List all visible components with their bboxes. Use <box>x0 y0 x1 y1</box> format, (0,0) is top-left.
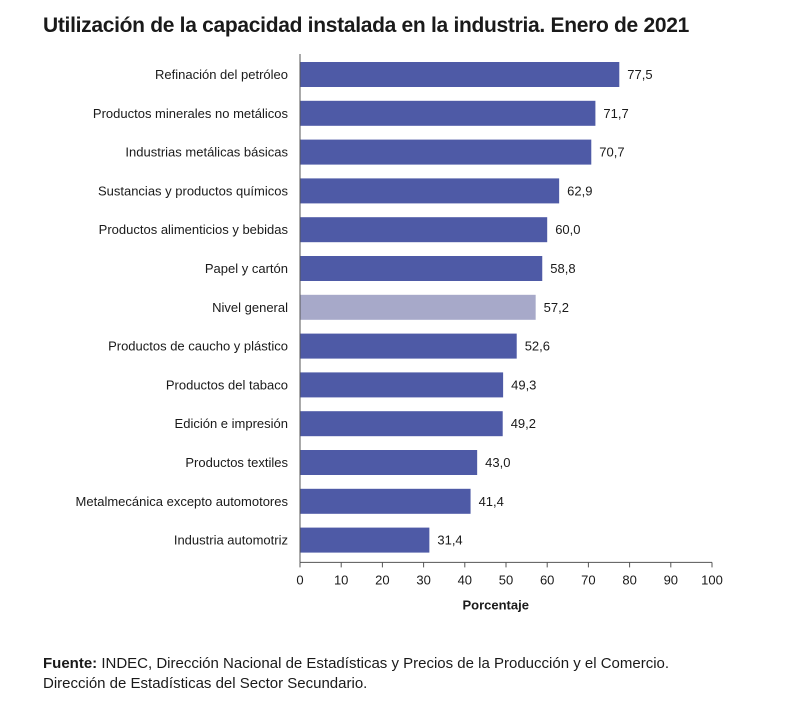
value-label: 52,6 <box>525 339 550 354</box>
x-tick-label: 30 <box>416 572 430 587</box>
category-label: Productos textiles <box>185 455 288 470</box>
source-text: INDEC, Dirección Nacional de Estadística… <box>97 655 670 672</box>
category-label: Industrias metálicas básicas <box>125 145 288 160</box>
bar-7 <box>300 333 517 359</box>
value-label: 58,8 <box>550 261 575 276</box>
bar-1 <box>300 100 596 126</box>
bar-11 <box>300 488 471 514</box>
category-label: Productos minerales no metálicos <box>93 106 289 121</box>
bar-9 <box>300 411 503 437</box>
value-label: 70,7 <box>599 145 624 160</box>
bar-6 <box>300 294 536 320</box>
category-label: Productos de caucho y plástico <box>108 339 288 354</box>
x-tick-label: 100 <box>701 572 723 587</box>
category-label: Nivel general <box>212 300 288 315</box>
value-label: 57,2 <box>544 300 569 315</box>
value-label: 71,7 <box>603 106 628 121</box>
bar-8 <box>300 372 504 398</box>
source-label: Fuente: <box>43 655 98 672</box>
bar-3 <box>300 178 560 204</box>
source-note: Fuente: INDEC, Dirección Nacional de Est… <box>43 654 669 694</box>
category-label: Industria automotriz <box>174 533 288 548</box>
bar-4 <box>300 217 548 243</box>
x-tick-label: 40 <box>458 572 472 587</box>
x-tick-label: 80 <box>622 572 636 587</box>
category-label: Edición e impresión <box>175 416 288 431</box>
category-label: Sustancias y productos químicos <box>98 183 289 198</box>
category-label: Refinación del petróleo <box>155 67 288 82</box>
x-axis-title: Porcentaje <box>462 597 528 612</box>
x-tick-label: 20 <box>375 572 389 587</box>
source-line-1: Fuente: INDEC, Dirección Nacional de Est… <box>43 654 669 674</box>
value-label: 49,2 <box>511 416 536 431</box>
x-tick-label: 90 <box>664 572 678 587</box>
category-label: Productos alimenticios y bebidas <box>99 222 289 237</box>
chart-title: Utilización de la capacidad instalada en… <box>43 14 689 37</box>
value-label: 62,9 <box>567 183 592 198</box>
x-tick-label: 50 <box>499 572 513 587</box>
value-label: 49,3 <box>511 377 536 392</box>
bar-chart: Refinación del petróleo 77,5 Productos min… <box>76 54 723 612</box>
bar-10 <box>300 450 478 475</box>
value-label: 60,0 <box>555 222 580 237</box>
x-tick-label: 70 <box>581 572 595 587</box>
x-tick-label: 0 <box>296 572 303 587</box>
bar-5 <box>300 256 543 281</box>
category-label: Productos del tabaco <box>166 377 288 392</box>
value-label: 43,0 <box>485 455 510 470</box>
x-tick-label: 60 <box>540 572 554 587</box>
bar-12 <box>300 527 430 553</box>
source-line-2: Dirección de Estadísticas del Sector Sec… <box>43 675 368 692</box>
bar-2 <box>300 139 592 165</box>
value-label: 31,4 <box>437 533 462 548</box>
bar-0 <box>300 62 620 87</box>
x-tick-label: 10 <box>334 572 348 587</box>
category-label: Metalmecánica excepto automotores <box>76 494 289 509</box>
category-label: Papel y cartón <box>205 261 288 276</box>
value-label: 77,5 <box>627 67 652 82</box>
value-label: 41,4 <box>479 494 504 509</box>
